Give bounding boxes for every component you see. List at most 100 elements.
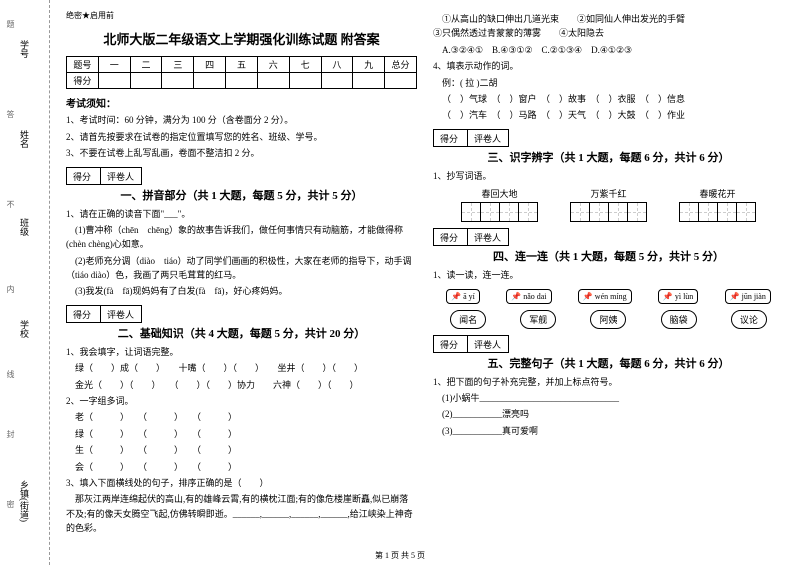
seal-char: 线	[5, 370, 16, 381]
pin-icon: 📌	[511, 292, 521, 301]
char-cell[interactable]	[461, 202, 481, 222]
th: 总分	[385, 57, 417, 73]
char-cell[interactable]	[698, 202, 718, 222]
td[interactable]	[194, 73, 226, 89]
pinyin-text: jūn jiàn	[742, 292, 766, 301]
word-box: 阿姨	[590, 310, 626, 329]
td[interactable]	[257, 73, 289, 89]
char-cell[interactable]	[736, 202, 756, 222]
char-group: 春暖花开	[679, 187, 756, 222]
th: 五	[226, 57, 258, 73]
content-area: 绝密★启用前 北师大版二年级语文上学期强化训练试题 附答案 题号 一 二 三 四…	[50, 0, 800, 565]
pinyin-box: 📌nǎo dai	[506, 289, 551, 304]
char-cell[interactable]	[608, 202, 628, 222]
th: 二	[130, 57, 162, 73]
scorer-box: 得分 评卷人	[433, 335, 784, 353]
th: 四	[194, 57, 226, 73]
s2-l2: 金光（ ）（ ） （ ）（ ）协力 六神（ ）（ ）	[66, 378, 417, 392]
scorer-box: 得分 评卷人	[66, 305, 417, 323]
score-label: 得分	[66, 167, 100, 185]
char-cell[interactable]	[679, 202, 699, 222]
s5-q: 1、把下面的句子补充完整，并加上标点符号。	[433, 375, 784, 389]
char-group: 春回大地	[461, 187, 538, 222]
evaluator-label: 评卷人	[467, 228, 509, 246]
score-header-row: 题号 一 二 三 四 五 六 七 八 九 总分	[67, 57, 417, 73]
s2-q3: 3、填入下面横线处的句子，排序正确的是（ ）	[66, 476, 417, 490]
s5-l3: (3)___________真可爱啊	[433, 424, 784, 438]
r-l2: （ ）汽车 （ ）马路 （ ）天气 （ ）大鼓 （ ）作业	[433, 108, 784, 122]
pin-icon: 📌	[730, 292, 740, 301]
char-cell[interactable]	[589, 202, 609, 222]
td[interactable]	[321, 73, 353, 89]
scorer-box: 得分 评卷人	[66, 167, 417, 185]
pin-icon: 📌	[451, 292, 461, 301]
s2-w2: 绿（ ） （ ） （ ）	[66, 427, 417, 441]
pinyin-text: ā yí	[463, 292, 475, 301]
pinyin-text: wén míng	[595, 292, 627, 301]
seal-char: 答	[5, 110, 16, 121]
section-4-title: 四、连一连（共 1 大题，每题 5 分，共计 5 分）	[433, 248, 784, 264]
pinyin-text: yì lùn	[675, 292, 693, 301]
char-group-title: 春暖花开	[679, 187, 756, 200]
margin-label-name: 姓名	[18, 130, 31, 148]
score-table: 题号 一 二 三 四 五 六 七 八 九 总分 得分	[66, 56, 417, 89]
section-5-title: 五、完整句子（共 1 大题，每题 6 分，共计 6 分）	[433, 355, 784, 371]
evaluator-label: 评卷人	[467, 129, 509, 147]
s2-w1: 老（ ） （ ） （ ）	[66, 410, 417, 424]
pinyin-text: nǎo dai	[523, 292, 546, 301]
options-text: ①从高山的缺口伸出几道光束 ②如同仙人伸出发光的手臂 ③只偶然透过青蒙蒙的薄雾 …	[433, 12, 784, 41]
s2-p3: 那灰江两岸连绵起伏的高山,有的雄峰云霄,有的横枕江面;有的像危楼崖断矗,似已崩落…	[66, 492, 417, 535]
td[interactable]	[289, 73, 321, 89]
notice-title: 考试须知：	[66, 95, 417, 110]
td[interactable]	[353, 73, 385, 89]
score-label: 得分	[433, 129, 467, 147]
s4-q: 1、读一读，连一连。	[433, 268, 784, 282]
seal-char: 内	[5, 285, 16, 296]
s3-q: 1、抄写词语。	[433, 169, 784, 183]
evaluator-label: 评卷人	[467, 335, 509, 353]
margin-label-school: 学校	[18, 320, 31, 338]
char-cell[interactable]	[570, 202, 590, 222]
char-group: 万紫千红	[570, 187, 647, 222]
char-row	[570, 202, 647, 222]
exam-title: 北师大版二年级语文上学期强化训练试题 附答案	[66, 29, 417, 48]
s2-w3: 生（ ） （ ） （ ）	[66, 443, 417, 457]
td[interactable]	[385, 73, 417, 89]
char-group-title: 春回大地	[461, 187, 538, 200]
q1: 1、请在正确的读音下面"___"。	[66, 207, 417, 221]
secret-label: 绝密★启用前	[66, 10, 417, 21]
char-cell[interactable]	[717, 202, 737, 222]
pin-icon: 📌	[583, 292, 593, 301]
s2-q1: 1、我会填字，让词语完整。	[66, 345, 417, 359]
char-cell[interactable]	[499, 202, 519, 222]
s2-w4: 会（ ） （ ） （ ）	[66, 460, 417, 474]
score-label: 得分	[433, 335, 467, 353]
td[interactable]	[162, 73, 194, 89]
word-box: 脑袋	[661, 310, 697, 329]
td[interactable]	[226, 73, 258, 89]
pinyin-box: 📌jūn jiàn	[725, 289, 771, 304]
char-cell[interactable]	[627, 202, 647, 222]
td[interactable]	[98, 73, 130, 89]
char-cell[interactable]	[518, 202, 538, 222]
score-label: 得分	[66, 305, 100, 323]
score-value-row: 得分	[67, 73, 417, 89]
q1-2: (2)老师充分调（diào tiáo）动了同学们画画的积极性，大家在老师的指导下…	[66, 254, 417, 283]
binding-margin: 学号 姓名 班级 学校 乡镇(街道) 题 答 不 内 线 封 密	[0, 0, 50, 565]
td[interactable]	[130, 73, 162, 89]
s2-q2: 2、一字组多词。	[66, 394, 417, 408]
char-cell[interactable]	[480, 202, 500, 222]
q1-1: (1)曹冲称（chēn chēng）象的故事告诉我们，做任何事情只有动脑筋，才能…	[66, 223, 417, 252]
q1-3: (3)我发(fà fā)现妈妈有了白发(fà fā)，好心疼妈妈。	[66, 284, 417, 298]
r-q4: 4、填表示动作的词。	[433, 59, 784, 73]
th: 八	[321, 57, 353, 73]
margin-label-class: 班级	[18, 218, 31, 236]
section-3-title: 三、识字辨字（共 1 大题，每题 6 分，共计 6 分）	[433, 149, 784, 165]
th: 一	[98, 57, 130, 73]
th: 题号	[67, 57, 99, 73]
pinyin-box: 📌wén míng	[578, 289, 632, 304]
char-group-title: 万紫千红	[570, 187, 647, 200]
choices: A.③②④① B.④③①② C.②①③④ D.④①②③	[433, 43, 784, 57]
th: 六	[257, 57, 289, 73]
word-box: 闻名	[450, 310, 486, 329]
